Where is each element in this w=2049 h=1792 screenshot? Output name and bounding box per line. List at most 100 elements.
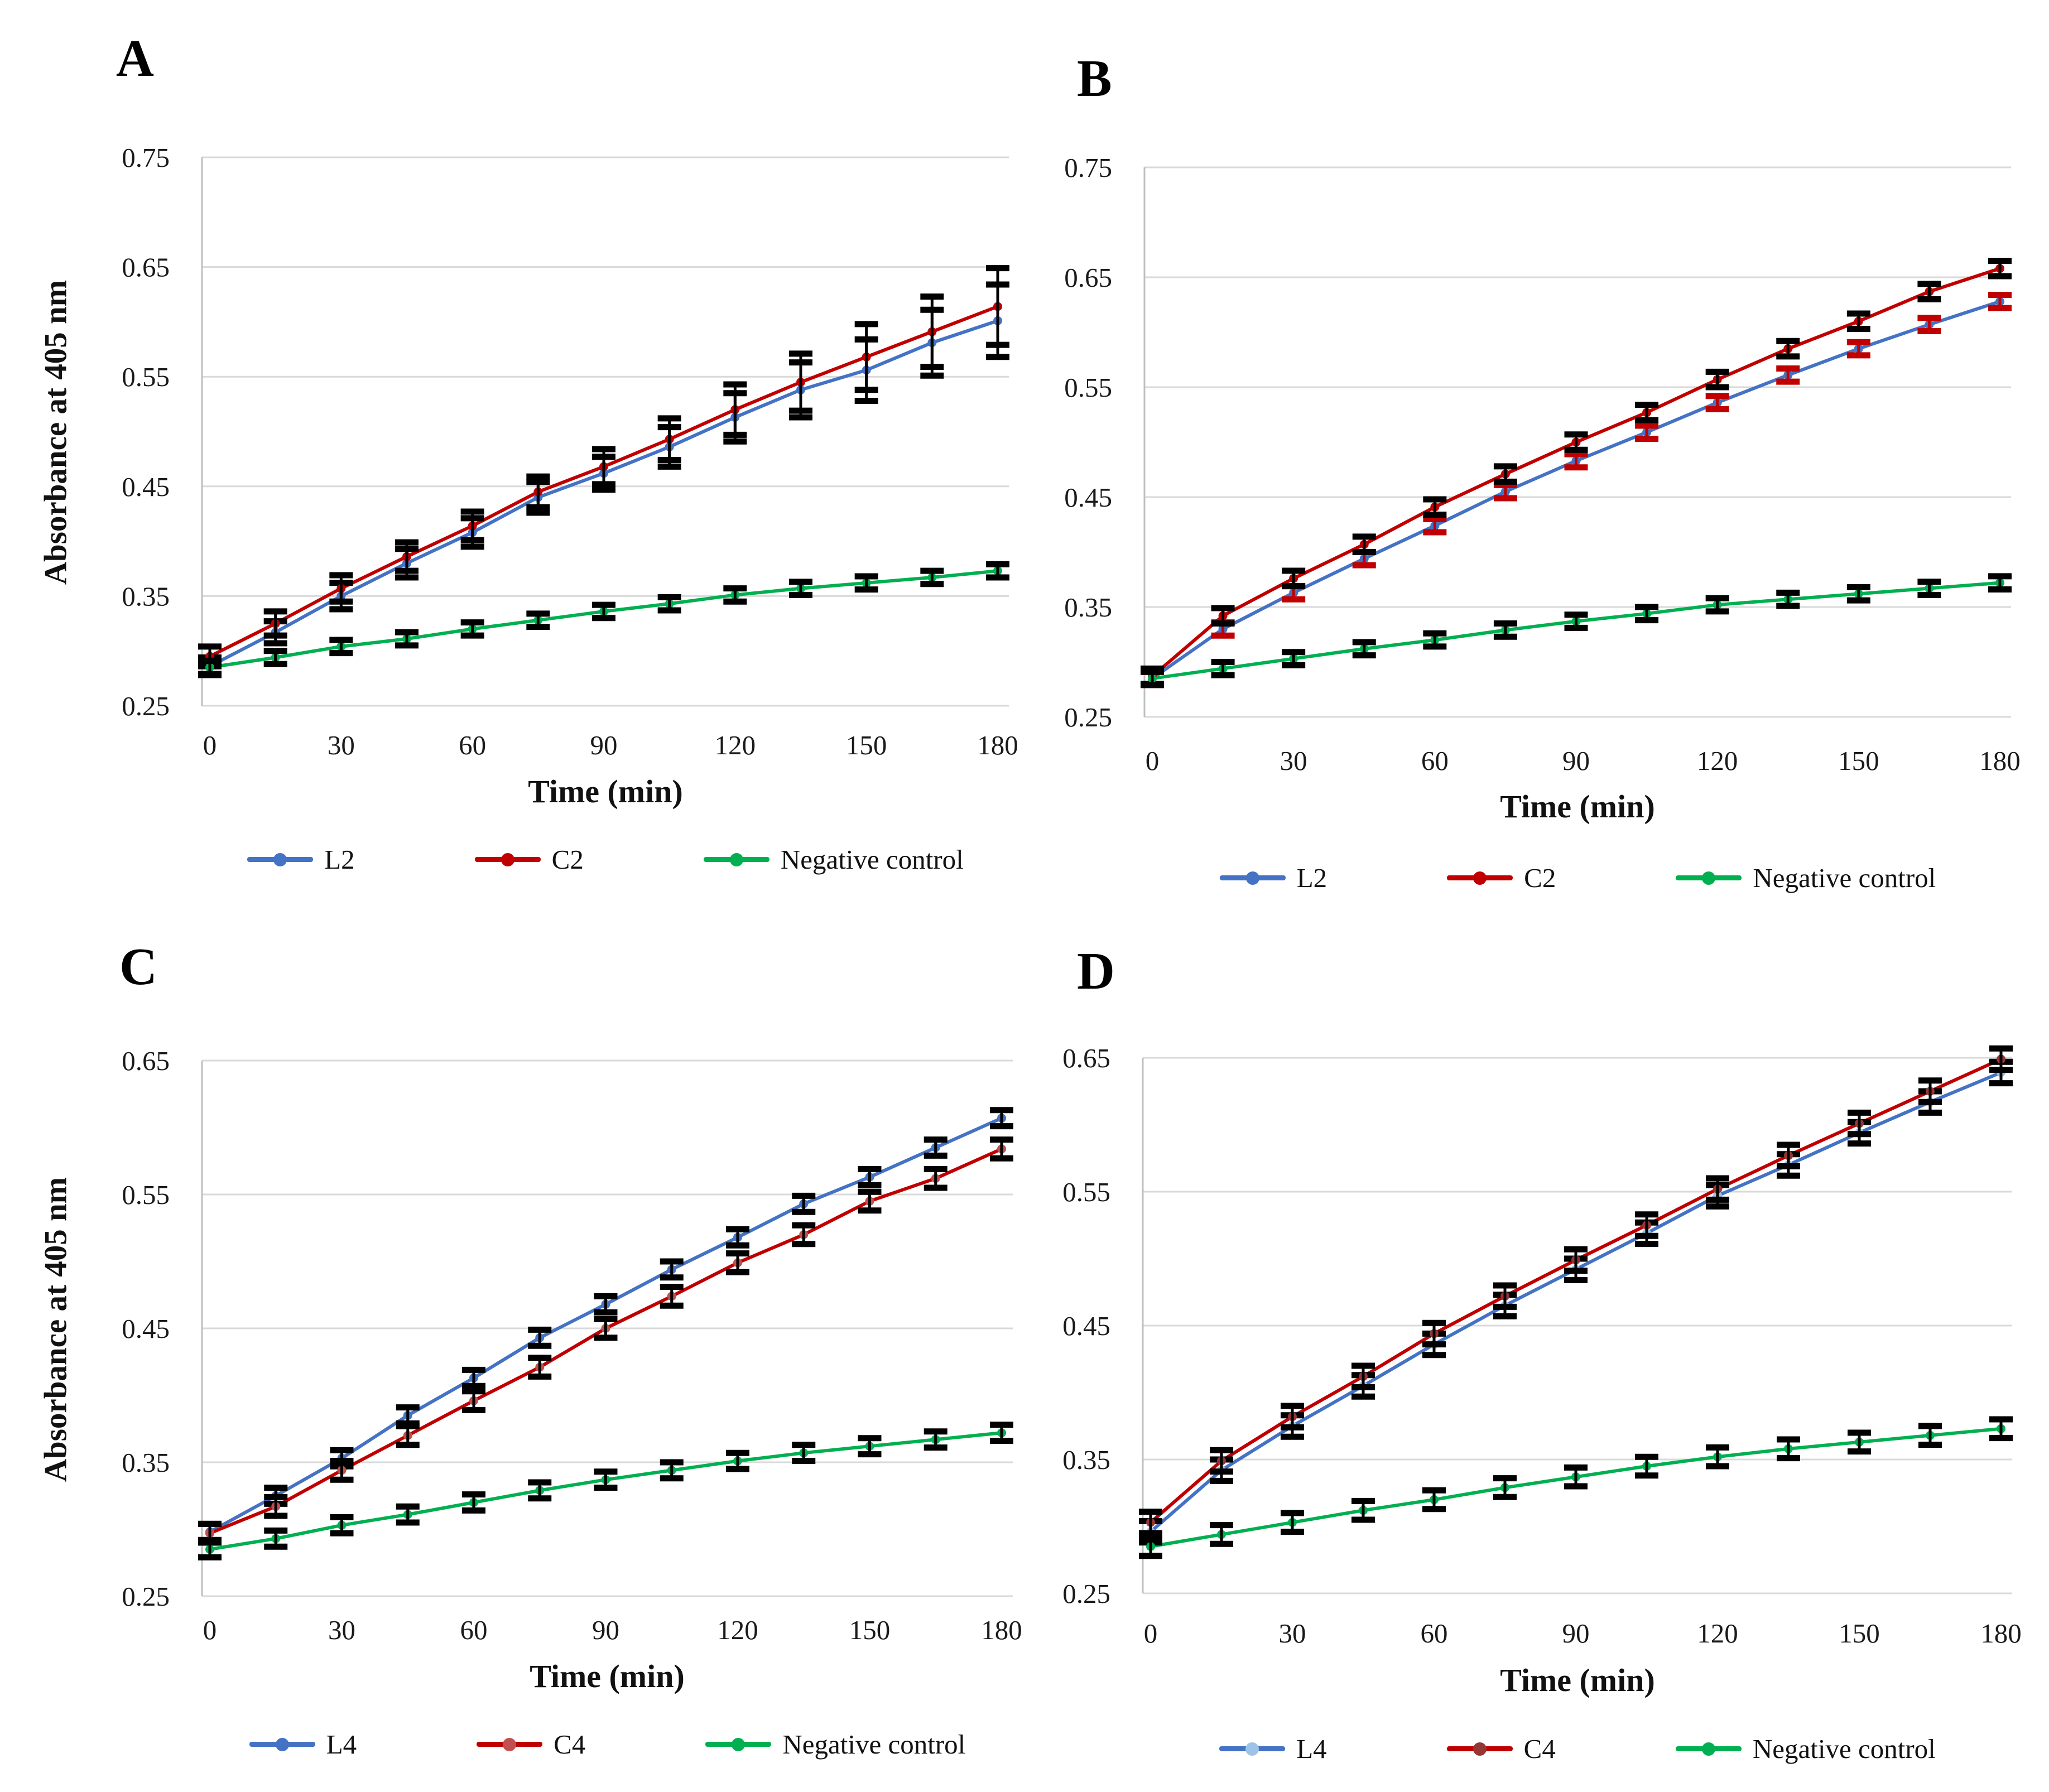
y-tick-label: 0.65 <box>122 1046 170 1076</box>
legend-item-L2: L2 <box>247 844 355 875</box>
y-tick-label: 0.55 <box>122 1179 170 1210</box>
legend-dot-icon <box>729 852 743 866</box>
y-tick-label: 0.65 <box>1064 262 1112 293</box>
panel-label-C: C <box>119 938 157 996</box>
y-tick-label: 0.65 <box>1062 1043 1110 1073</box>
legend-item-C2: C2 <box>1447 862 1556 894</box>
x-tick-label: 120 <box>1697 1618 1738 1649</box>
legend-dot-icon <box>1702 871 1716 885</box>
legend-line-marker-C2 <box>1447 871 1513 885</box>
x-tick-label: 180 <box>977 730 1018 760</box>
legend-item-Negative control: Negative control <box>703 844 964 875</box>
legend-line-marker-Negative control <box>1676 871 1742 885</box>
y-tick-label: 0.45 <box>122 1313 170 1344</box>
x-tick-label: 90 <box>592 1615 619 1645</box>
legend-dot-icon <box>1473 871 1487 885</box>
y-tick-label: 0.35 <box>122 581 170 611</box>
x-tick-label: 30 <box>328 1615 355 1645</box>
y-tick-label: 0.35 <box>1062 1444 1110 1475</box>
legend-label-L2: L2 <box>1296 863 1327 893</box>
y-tick-label: 0.45 <box>1064 482 1112 513</box>
y-axis-title-A: Absorbance at 405 nm <box>38 280 74 585</box>
legend-line-marker-L4 <box>1219 1742 1286 1756</box>
legend-label-Negative control: Negative control <box>780 844 964 875</box>
legend-item-L2: L2 <box>1219 862 1327 894</box>
x-tick-label: 180 <box>981 1615 1022 1645</box>
series-line-L4 <box>1149 1071 2003 1534</box>
y-tick-label: 0.25 <box>122 1581 170 1612</box>
legend-dot-icon <box>1701 1742 1715 1756</box>
legend-A: L2 C2 Negative control <box>202 844 1009 875</box>
x-tick-label: 150 <box>1839 1618 1880 1649</box>
x-axis-title-A: Time (min) <box>528 773 683 810</box>
y-tick-label: 0.65 <box>122 252 170 283</box>
x-tick-label: 60 <box>1421 1618 1448 1649</box>
x-axis-title-C: Time (min) <box>530 1658 685 1694</box>
x-tick-label: 180 <box>1979 745 2021 776</box>
legend-dot-icon <box>1245 1742 1259 1756</box>
chart-C: 0.25 0.35 0.45 0.55 0.65 0 30 60 90 120 150 180 <box>122 1046 1022 1645</box>
y-tick-label: 0.25 <box>1064 702 1112 733</box>
legend-label-C4: C4 <box>1523 1733 1556 1764</box>
y-tick-label: 0.45 <box>1062 1311 1110 1341</box>
legend-item-C2: C2 <box>474 844 584 875</box>
x-tick-label: 60 <box>1421 745 1449 776</box>
x-tick-label: 60 <box>459 730 486 760</box>
x-tick-label: 60 <box>460 1615 488 1645</box>
x-axis-title-B: Time (min) <box>1500 788 1655 825</box>
legend-item-L4: L4 <box>1219 1733 1327 1765</box>
y-tick-label: 0.55 <box>122 362 170 392</box>
y-tick-label: 0.75 <box>1064 152 1112 183</box>
x-tick-label: 120 <box>715 730 756 760</box>
x-tick-label: 180 <box>1980 1618 2022 1649</box>
x-tick-label: 30 <box>328 730 355 760</box>
x-tick-label: 0 <box>203 1615 217 1645</box>
x-tick-label: 90 <box>590 730 618 760</box>
panel-label-B: B <box>1077 50 1112 108</box>
legend-item-C4: C4 <box>1446 1733 1556 1765</box>
legend-D: L4 C4 Negative control <box>1143 1733 2012 1765</box>
x-tick-label: 150 <box>849 1615 891 1645</box>
y-tick-label: 0.75 <box>122 142 170 173</box>
y-tick-label: 0.35 <box>1064 592 1112 623</box>
x-tick-label: 150 <box>1838 745 1879 776</box>
legend-item-L4: L4 <box>249 1728 357 1760</box>
panel-label-A: A <box>116 30 154 88</box>
legend-line-marker-L2 <box>1219 871 1286 885</box>
panel-label-D: D <box>1077 942 1115 1000</box>
legend-line-marker-Negative control <box>1675 1742 1742 1756</box>
y-tick-label: 0.35 <box>122 1447 170 1478</box>
legend-dot-icon <box>275 1737 289 1751</box>
legend-label-L4: L4 <box>1296 1733 1327 1764</box>
legend-line-marker-L4 <box>249 1737 315 1751</box>
legend-label-C4: C4 <box>554 1729 586 1760</box>
x-tick-label: 30 <box>1279 1618 1306 1649</box>
legend-label-C2: C2 <box>1524 863 1556 893</box>
x-tick-label: 120 <box>717 1615 758 1645</box>
y-tick-label: 0.55 <box>1064 372 1112 403</box>
x-axis-title-D: Time (min) <box>1500 1662 1655 1698</box>
legend-dot-icon <box>732 1737 745 1751</box>
y-axis-title-C: Absorbance at 405 nm <box>38 1177 74 1482</box>
series-line-Negative control <box>208 1431 1003 1551</box>
panel-D: D 0.25 0.35 0.45 0.55 0.65 0 30 60 90 120 150 180 T… <box>1024 896 2049 1792</box>
legend-C: L4 C4 Negative control <box>202 1728 1013 1760</box>
legend-label-L2: L2 <box>324 844 355 875</box>
legend-label-C2: C2 <box>551 844 584 875</box>
x-tick-label: 0 <box>1144 1618 1158 1649</box>
panel-B: B 0.25 0.35 0.45 0.55 0.65 0.75 0 30 60 90 120 150 1… <box>1024 0 2049 896</box>
legend-line-marker-Negative control <box>703 852 769 866</box>
legend-item-C4: C4 <box>477 1728 585 1760</box>
x-tick-label: 120 <box>1697 745 1738 776</box>
legend-line-marker-L2 <box>247 852 314 866</box>
x-tick-label: 0 <box>1146 745 1160 776</box>
legend-line-marker-Negative control <box>705 1737 772 1751</box>
y-tick-label: 0.45 <box>122 471 170 502</box>
legend-dot-icon <box>1245 871 1259 885</box>
legend-line-marker-C4 <box>477 1737 543 1751</box>
chart-B: 0.25 0.35 0.45 0.55 0.65 0.75 0 30 60 90 120 150 180 <box>1064 152 2021 776</box>
chart-D: 0.25 0.35 0.45 0.55 0.65 0 30 60 90 120 150 180 <box>1062 1043 2022 1649</box>
panel-A: A 0.25 0.35 0.45 0.55 0.65 0.75 0 30 60 90 120 150 1… <box>0 0 1024 896</box>
legend-label-Negative control: Negative control <box>1752 1733 1936 1764</box>
